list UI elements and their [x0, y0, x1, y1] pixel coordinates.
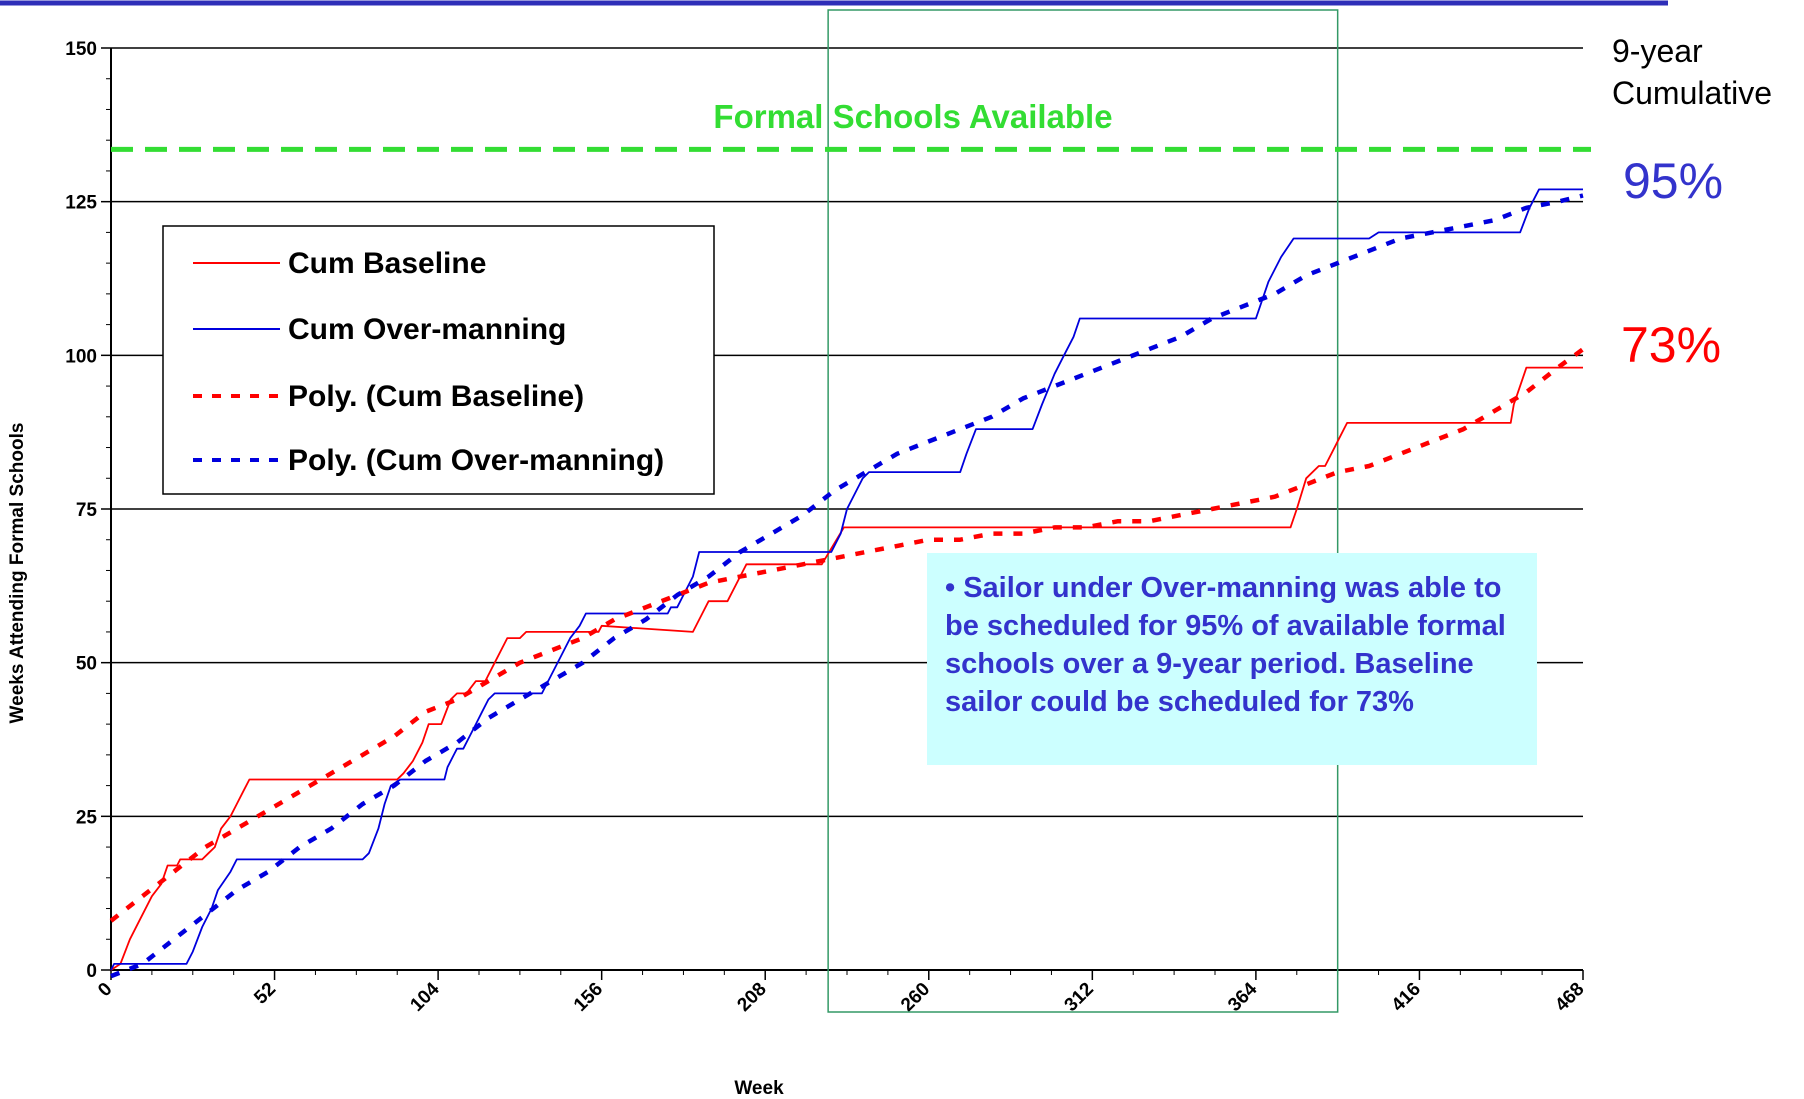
- baseline-percentage: 73%: [1621, 317, 1721, 373]
- x-tick-label: 156: [570, 979, 607, 1016]
- legend-label-cum-overmanning: Cum Over-manning: [288, 313, 566, 346]
- series-line-cum-baseline: [110, 366, 1583, 971]
- x-tick-label: 52: [250, 979, 280, 1009]
- legend-label-poly-baseline: Poly. (Cum Baseline): [288, 380, 584, 413]
- x-tick-label: 468: [1551, 979, 1588, 1016]
- series-line-cum-over-manning: [110, 188, 1583, 971]
- series-lines: [109, 188, 1585, 979]
- legend-label-poly-overmanning: Poly. (Cum Over-manning): [288, 444, 664, 477]
- legend-label-cum-baseline: Cum Baseline: [288, 247, 486, 280]
- x-tick-label: 0: [94, 979, 116, 1001]
- y-tick-label: 125: [65, 193, 97, 214]
- x-tick-label: 312: [1061, 979, 1098, 1016]
- callout-text: • Sailor under Over-manning was able to …: [945, 572, 1506, 718]
- legend: Cum Baseline Cum Over-manning Poly. (Cum…: [162, 225, 715, 495]
- y-tick-labels: 0 25 50 75 100 125 150: [65, 39, 97, 982]
- overmanning-percentage: 95%: [1623, 153, 1723, 209]
- highlight-box: [827, 9, 1339, 1013]
- right-title-line1: 9-year: [1612, 33, 1703, 69]
- y-tick-label: 150: [65, 39, 97, 60]
- y-tick-label: 0: [86, 961, 97, 982]
- x-tick-labels: 0 52 104 156 208 260 312 364 416 468: [94, 978, 1588, 1016]
- axes: [101, 47, 1584, 980]
- right-title-line2: Cumulative: [1612, 75, 1772, 111]
- y-tick-label: 100: [65, 346, 97, 367]
- y-tick-label: 75: [76, 500, 98, 521]
- x-tick-label: 416: [1388, 979, 1425, 1016]
- y-tick-label: 25: [76, 807, 98, 828]
- callout-box: • Sailor under Over-manning was able to …: [927, 553, 1537, 765]
- x-tick-label: 364: [1224, 978, 1262, 1016]
- x-tick-label: 208: [733, 979, 770, 1016]
- x-axis-title: Week: [734, 1078, 784, 1099]
- legend-box: [162, 225, 715, 495]
- y-axis-title: Weeks Attending Formal Schools: [7, 423, 28, 724]
- formal-schools-available-label: Formal Schools Available: [713, 98, 1112, 135]
- y-tick-label: 50: [76, 654, 97, 675]
- x-tick-label: 104: [406, 978, 444, 1016]
- x-tick-label: 260: [897, 979, 934, 1016]
